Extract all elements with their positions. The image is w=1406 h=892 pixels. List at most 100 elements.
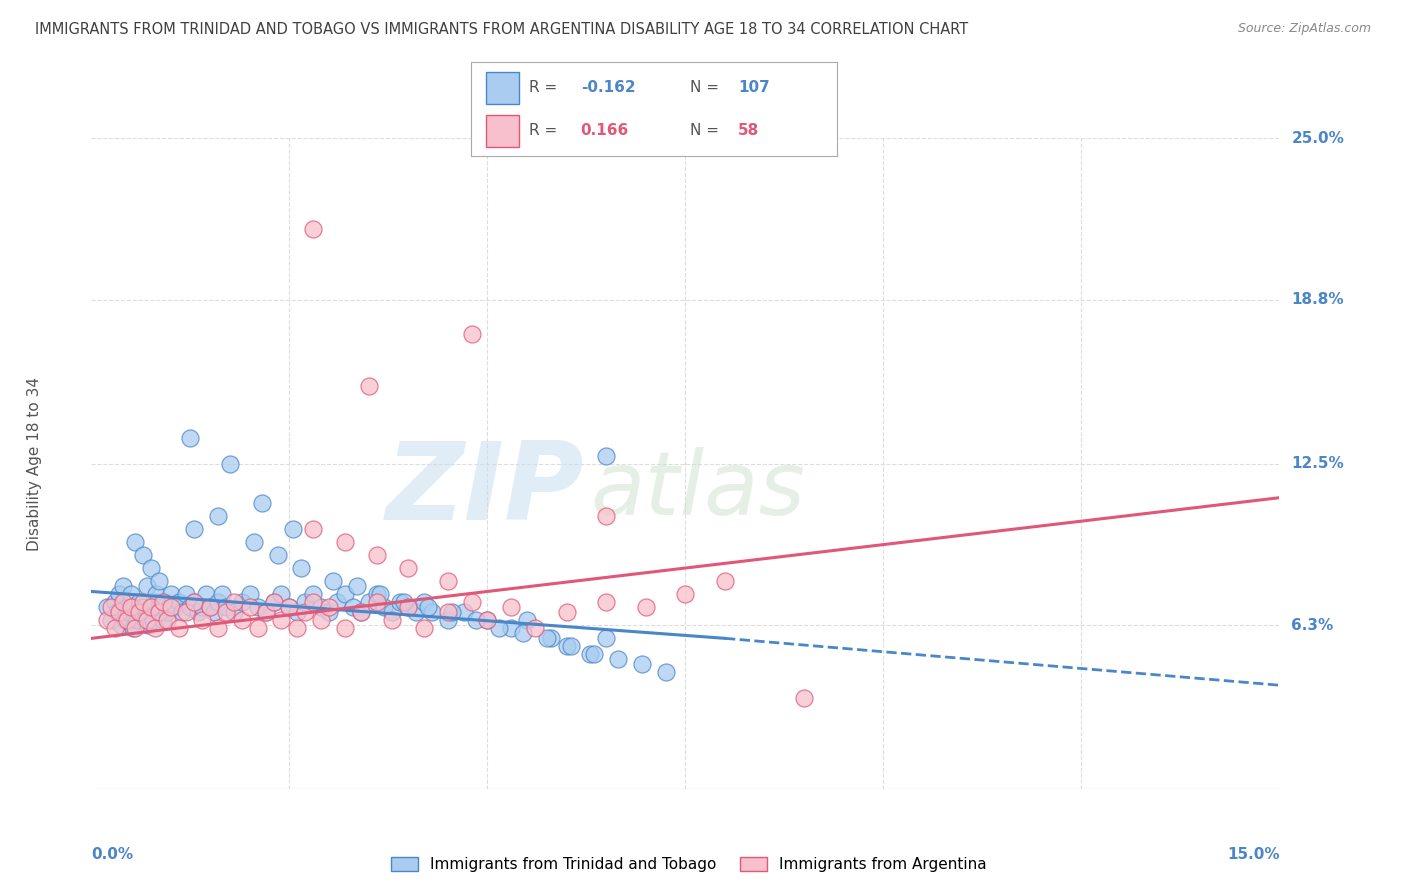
Point xyxy=(124,621,146,635)
Point xyxy=(198,600,221,615)
Point xyxy=(239,587,262,601)
Point xyxy=(153,595,176,609)
Point xyxy=(501,621,523,635)
Point xyxy=(302,595,325,609)
Point xyxy=(115,613,138,627)
Point xyxy=(263,595,285,609)
Point xyxy=(183,522,205,536)
Point xyxy=(207,508,229,523)
Point xyxy=(464,613,486,627)
Point xyxy=(104,595,127,609)
Point xyxy=(436,574,458,588)
Point xyxy=(156,613,179,627)
Point xyxy=(405,605,427,619)
Point xyxy=(114,613,136,627)
Point xyxy=(132,595,155,609)
Point xyxy=(129,605,152,619)
Point xyxy=(302,222,325,236)
Point xyxy=(595,595,617,609)
Text: IMMIGRANTS FROM TRINIDAD AND TOBAGO VS IMMIGRANTS FROM ARGENTINA DISABILITY AGE : IMMIGRANTS FROM TRINIDAD AND TOBAGO VS I… xyxy=(35,22,969,37)
Point xyxy=(187,605,209,619)
Point xyxy=(139,600,162,615)
Point xyxy=(128,595,150,609)
Text: 18.8%: 18.8% xyxy=(1291,293,1344,307)
Point xyxy=(246,600,269,615)
Point xyxy=(607,652,630,666)
Point xyxy=(416,600,439,615)
Point xyxy=(118,605,141,619)
Point xyxy=(290,561,312,575)
Point xyxy=(477,613,499,627)
Point xyxy=(381,605,404,619)
Point xyxy=(219,457,242,471)
Point xyxy=(366,587,388,601)
Point xyxy=(396,600,419,615)
Point xyxy=(536,632,558,646)
Point xyxy=(595,632,617,646)
Point xyxy=(124,600,146,615)
Point xyxy=(285,605,308,619)
Point xyxy=(579,647,602,661)
Point xyxy=(104,621,127,635)
Point xyxy=(436,605,458,619)
Point xyxy=(389,595,412,609)
Point xyxy=(270,587,292,601)
Point xyxy=(634,600,657,615)
Point xyxy=(198,600,221,615)
Point xyxy=(294,605,316,619)
Point xyxy=(278,600,301,615)
Point xyxy=(195,587,218,601)
Text: N =: N = xyxy=(690,80,720,95)
Point xyxy=(302,522,325,536)
Point xyxy=(318,600,340,615)
Point xyxy=(163,600,186,615)
Point xyxy=(152,613,174,627)
Text: 15.0%: 15.0% xyxy=(1227,847,1279,862)
Point xyxy=(183,595,205,609)
Point xyxy=(309,613,332,627)
Point xyxy=(239,600,262,615)
Point xyxy=(120,587,142,601)
Point xyxy=(167,595,190,609)
Point xyxy=(100,600,122,615)
Point xyxy=(242,535,264,549)
Point xyxy=(159,587,181,601)
Point xyxy=(350,605,373,619)
Point xyxy=(222,605,245,619)
Point xyxy=(263,595,285,609)
Point xyxy=(207,621,229,635)
Text: 107: 107 xyxy=(738,80,769,95)
Point xyxy=(172,605,194,619)
Point xyxy=(366,595,388,609)
Point xyxy=(138,618,160,632)
Point xyxy=(134,613,156,627)
Point xyxy=(294,595,316,609)
Point xyxy=(179,431,201,445)
Point xyxy=(191,613,214,627)
Point xyxy=(440,605,463,619)
Bar xyxy=(485,115,519,147)
Point xyxy=(139,600,162,615)
Point xyxy=(148,574,170,588)
Text: Disability Age 18 to 34: Disability Age 18 to 34 xyxy=(27,376,42,551)
Point xyxy=(309,600,332,615)
Point xyxy=(631,657,654,672)
Point xyxy=(326,595,349,609)
Point xyxy=(139,561,162,575)
Point xyxy=(231,613,253,627)
Point xyxy=(381,613,404,627)
Point xyxy=(183,595,205,609)
Point xyxy=(555,639,578,653)
Point xyxy=(211,587,233,601)
Point xyxy=(132,548,155,562)
Point xyxy=(176,587,198,601)
Point xyxy=(156,605,179,619)
Text: N =: N = xyxy=(690,123,720,138)
Point xyxy=(488,621,510,635)
Point xyxy=(124,535,146,549)
Point xyxy=(148,605,170,619)
Point xyxy=(654,665,676,680)
Point xyxy=(254,605,277,619)
Point xyxy=(167,621,190,635)
Point xyxy=(333,621,356,635)
